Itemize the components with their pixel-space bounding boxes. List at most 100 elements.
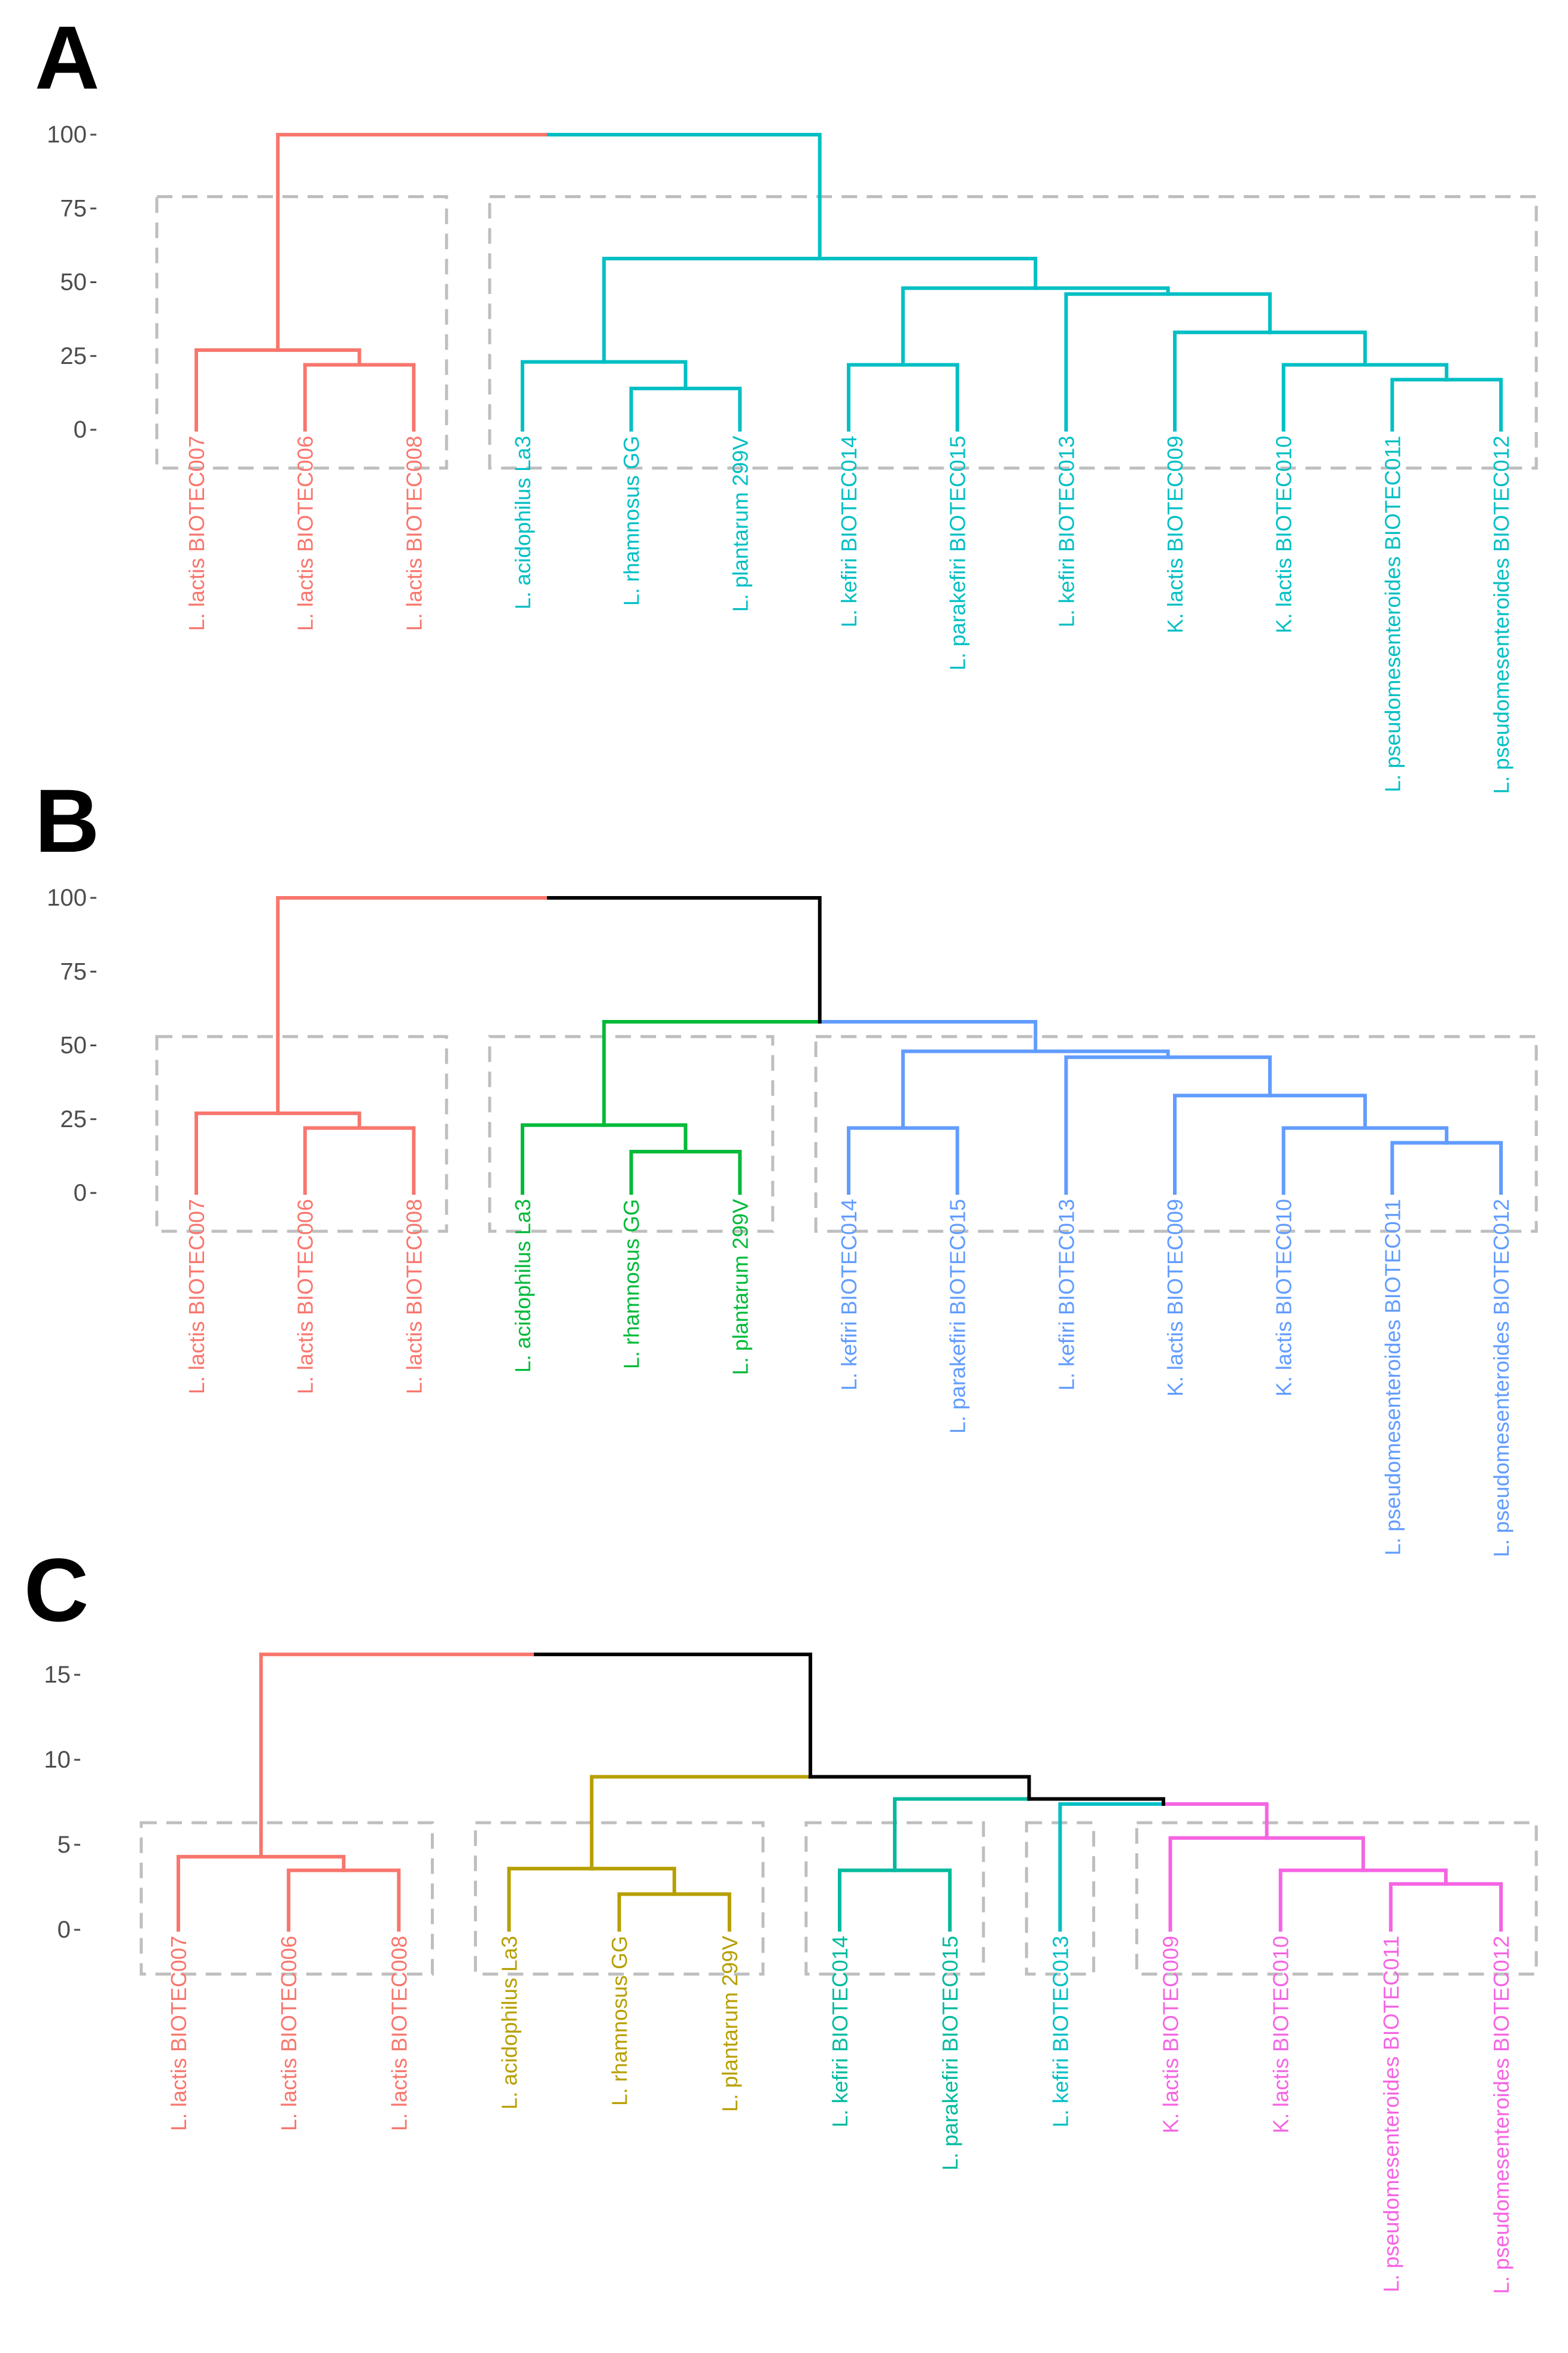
leaf-label: L. acidophilus La3 <box>497 1936 522 2109</box>
dendrogram-branch <box>357 363 416 432</box>
dendrogram-branch <box>276 133 551 352</box>
leaf-label: L. rhamnosus GG <box>607 1936 632 2106</box>
dendrogram-branch <box>1363 1126 1449 1145</box>
dendrogram-branch <box>602 1020 822 1127</box>
dendrogram-branch <box>1390 1141 1449 1195</box>
leaf-label: L. rhamnosus GG <box>619 436 644 606</box>
y-tick-label: 75 <box>60 195 87 221</box>
leaf-label: L. lactis BIOTEC008 <box>387 1936 411 2131</box>
leaf-label: L. parakefiri BIOTEC015 <box>938 1936 962 2170</box>
dendrogram-branch <box>521 1123 606 1195</box>
dendrogram-branch <box>847 363 905 432</box>
leaf-label: L. lactis BIOTEC006 <box>293 436 318 631</box>
leaf-label: L. lactis BIOTEC007 <box>166 1936 191 2131</box>
dendrogram-branch <box>901 363 959 432</box>
leaf-label: L. acidophilus La3 <box>510 1199 535 1373</box>
cluster-box <box>488 1035 774 1233</box>
dendrogram-branch <box>1034 286 1170 296</box>
dendrogram-branch <box>1168 1836 1269 1932</box>
dendrogram-branch <box>303 363 361 432</box>
dendrogram-branch <box>276 896 551 1115</box>
dendrogram-branch <box>901 286 1038 367</box>
cluster-box <box>1135 1821 1538 1976</box>
panel-letter-a: A <box>35 7 99 108</box>
y-tick-label: 25 <box>60 343 87 369</box>
leaf-label: K. lactis BIOTEC010 <box>1272 436 1296 633</box>
dendrogram-branch <box>357 1126 416 1195</box>
y-tick-label: 10 <box>44 1747 71 1773</box>
dendrogram-branch <box>1363 363 1449 382</box>
dendrogram-branch <box>177 1854 263 1932</box>
leaf-label: L. acidophilus La3 <box>510 436 535 609</box>
dendrogram-branch <box>259 1854 346 1872</box>
panel-b: B 100 75 50 25 0 L. lactis BIOTEC007 L. lactis… <box>35 770 1538 1557</box>
dendrogram-branch <box>818 1020 1038 1053</box>
cluster-box <box>155 195 448 470</box>
panel-c: C 15 10 5 0 L. lactis BIOTEC007 L. lactis BIO… <box>24 1540 1538 2294</box>
leaf-label: L. kefiri BIOTEC014 <box>828 1936 852 2127</box>
leaf-label: L. kefiri BIOTEC014 <box>837 1199 861 1390</box>
y-tick-label: 100 <box>47 122 87 148</box>
dendrogram-branch <box>1278 1868 1365 1932</box>
dendrogram-branch <box>838 1868 897 1932</box>
y-tick-label: 100 <box>47 885 87 911</box>
y-tick-label: 0 <box>74 1180 87 1206</box>
dendrogram-branch <box>847 1126 905 1195</box>
dendrogram-branch <box>901 1126 959 1195</box>
dendrogram-branch <box>1390 378 1449 432</box>
leaf-label: L. pseudomesenteroides BIOTEC012 <box>1489 1936 1514 2294</box>
dendrogram-branch <box>287 1868 346 1932</box>
dendrogram-branch <box>1034 1049 1170 1059</box>
leaf-label: L. pseudomesenteroides BIOTEC012 <box>1489 436 1514 794</box>
y-tick-label: 75 <box>60 958 87 985</box>
cluster-box <box>814 1035 1538 1233</box>
leaf-label: K. lactis BIOTEC010 <box>1269 1936 1293 2133</box>
leaf-label: L. kefiri BIOTEC013 <box>1054 1199 1078 1390</box>
leaf-label: L. lactis BIOTEC008 <box>402 1199 426 1394</box>
dendrogram-branch <box>893 1868 952 1932</box>
dendrogram-branch <box>901 1049 1038 1130</box>
dendrogram-branch <box>546 133 822 261</box>
dendrogram-branch <box>1027 1797 1165 1806</box>
y-tick-label: 0 <box>57 1917 71 1943</box>
cluster-box <box>473 1821 765 1976</box>
leaf-label: K. lactis BIOTEC009 <box>1163 1199 1187 1396</box>
panel-a: A 100 75 50 25 0 L. lactis BIOTEC007 L. lactis… <box>35 7 1538 794</box>
dendrogram-branch <box>521 360 606 432</box>
dendrogram-branch <box>1173 1094 1272 1195</box>
dendrogram-branch <box>683 386 742 432</box>
dendrogram-branch <box>1445 378 1503 432</box>
leaf-label: L. plantarum 299V <box>728 436 752 612</box>
y-tick-label: 25 <box>60 1106 87 1133</box>
dendrogram-branch <box>1388 1882 1448 1932</box>
leaf-label: L. lactis BIOTEC007 <box>184 436 209 631</box>
leaf-label: L. lactis BIOTEC007 <box>184 1199 209 1394</box>
leaf-label: L. kefiri BIOTEC013 <box>1054 436 1078 627</box>
leaf-label: L. plantarum 299V <box>718 1936 742 2112</box>
leaf-label: L. kefiri BIOTEC014 <box>837 436 861 627</box>
y-tick-label: 5 <box>57 1832 71 1858</box>
dendrogram-branch <box>589 1866 676 1896</box>
leaf-label: K. lactis BIOTEC009 <box>1159 1936 1183 2133</box>
cluster-box <box>139 1821 434 1976</box>
leaf-label: L. pseudomesenteroides BIOTEC011 <box>1380 1199 1405 1556</box>
leaf-label: L. plantarum 299V <box>728 1199 752 1375</box>
leaf-label: L. lactis BIOTEC006 <box>293 1199 318 1394</box>
leaf-label: K. lactis BIOTEC010 <box>1272 1199 1296 1396</box>
dendrogram-branch <box>1166 1055 1272 1098</box>
dendrogram-branch <box>259 1652 538 1859</box>
dendrogram-branch <box>1444 1882 1503 1932</box>
dendrogram-branch <box>893 1797 1031 1872</box>
panel-letter-b: B <box>35 770 99 871</box>
leaf-label: L. pseudomesenteroides BIOTEC011 <box>1380 436 1405 793</box>
dendrogram-branch <box>303 1126 361 1195</box>
leaf-label: L. pseudomesenteroides BIOTEC012 <box>1489 1199 1514 1557</box>
leaf-label: L. rhamnosus GG <box>619 1199 644 1369</box>
dendrogram-branch <box>507 1866 594 1932</box>
leaf-label: K. lactis BIOTEC009 <box>1163 436 1187 633</box>
leaf-label: L. lactis BIOTEC008 <box>402 436 426 631</box>
dendrogram-branch <box>1268 1094 1367 1130</box>
leaf-label: L. kefiri BIOTEC013 <box>1048 1936 1072 2127</box>
dendrogram-branch <box>818 257 1038 290</box>
